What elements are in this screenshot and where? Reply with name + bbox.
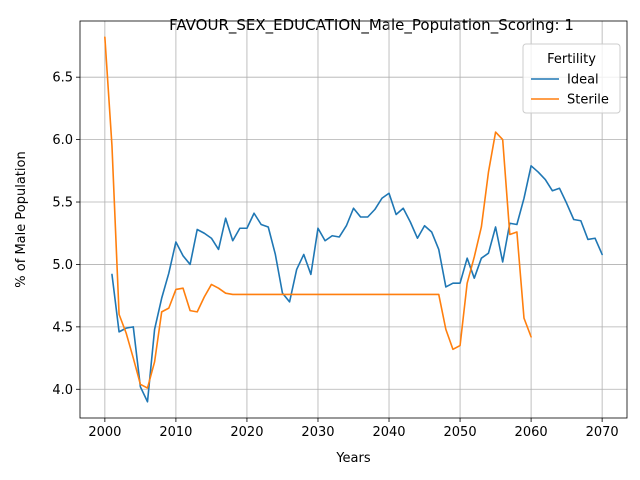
- series-line-sterile: [104, 36, 532, 389]
- plot-area: [104, 36, 603, 403]
- x-axis-label: Years: [335, 451, 371, 466]
- y-axis-label: % of Male Population: [14, 151, 29, 287]
- y-tick-label: 6.0: [52, 133, 73, 148]
- x-tick-label: 2070: [586, 425, 619, 440]
- x-tick-label: 2040: [372, 425, 405, 440]
- y-tick-label: 5.5: [52, 196, 73, 211]
- x-tick-label: 2050: [444, 425, 477, 440]
- axes-frame: [79, 20, 628, 419]
- legend-title: Fertility: [547, 52, 596, 67]
- y-tick-label: 6.5: [52, 71, 73, 86]
- chart-title: FAVOUR_SEX_EDUCATION_Male_Population_Sco…: [169, 16, 574, 35]
- x-tick-label: 2000: [88, 425, 121, 440]
- legend: Fertility Ideal Sterile: [522, 43, 621, 114]
- legend-label-sterile: Sterile: [567, 93, 609, 108]
- y-tick-label: 4.5: [52, 320, 73, 335]
- series-line-ideal: [111, 165, 603, 403]
- legend-box: [522, 43, 621, 114]
- x-tick-label: 2060: [515, 425, 548, 440]
- y-tick-label: 4.0: [52, 383, 73, 398]
- x-tick-label: 2010: [159, 425, 192, 440]
- y-tick-label: 5.0: [52, 258, 73, 273]
- y-axis: 4.0 4.5 5.0 5.5 6.0 6.5: [52, 71, 80, 398]
- legend-label-ideal: Ideal: [567, 73, 599, 88]
- x-axis: 2000 2010 2020 2030 2040 2050 2060 2070: [88, 418, 619, 440]
- x-tick-label: 2020: [230, 425, 263, 440]
- x-tick-label: 2030: [301, 425, 334, 440]
